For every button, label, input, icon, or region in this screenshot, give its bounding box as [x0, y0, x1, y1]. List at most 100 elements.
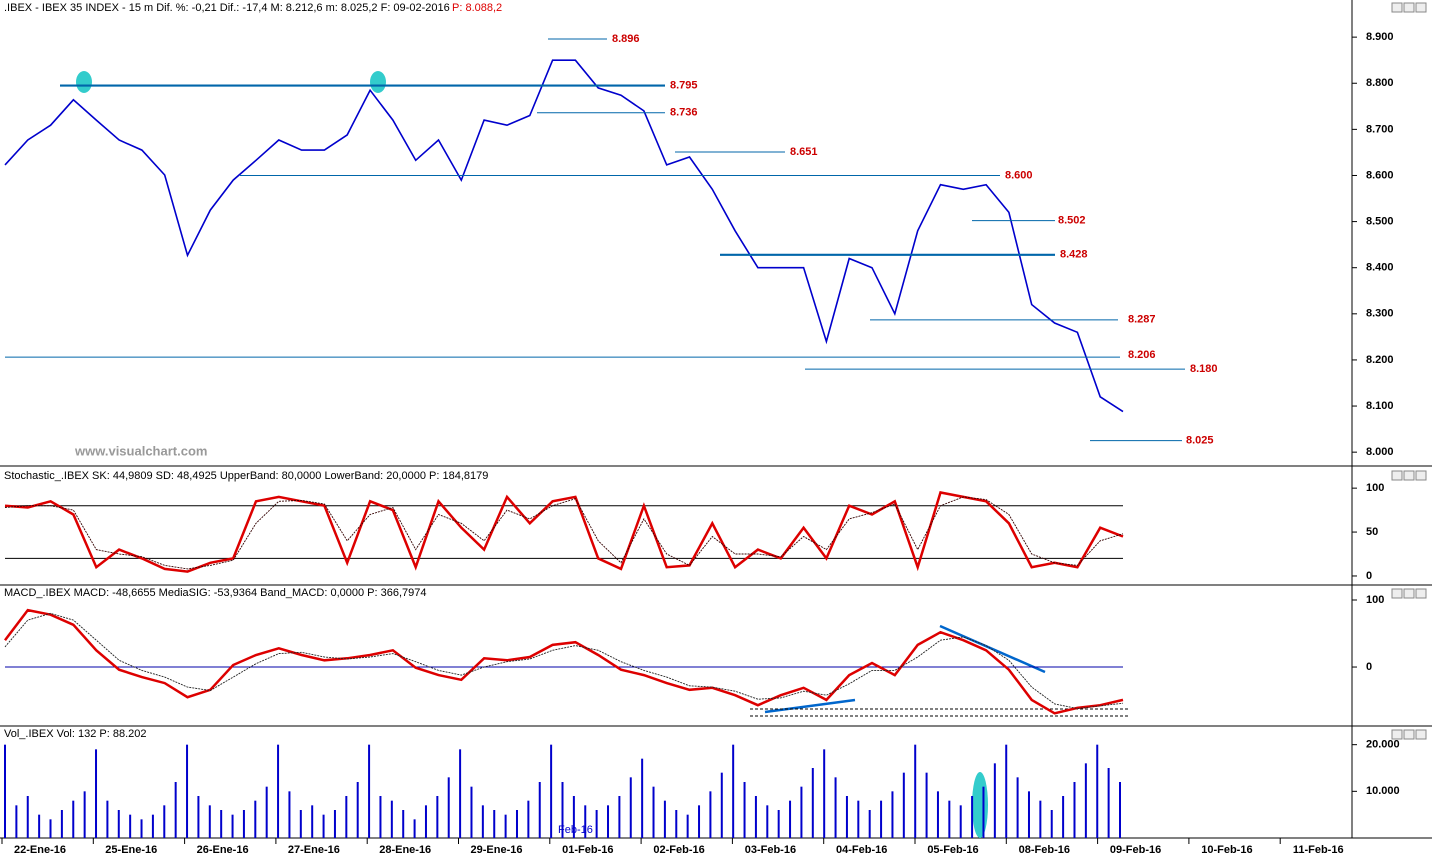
- y-tick-label: 8.500: [1366, 215, 1394, 227]
- volume-bar: [322, 814, 325, 838]
- volume-bar: [413, 819, 416, 838]
- level-label: 8.795: [670, 79, 698, 91]
- volume-bar: [1027, 791, 1030, 838]
- volume-bar: [948, 800, 951, 838]
- volume-bar: [1062, 796, 1065, 838]
- volume-bar: [880, 800, 883, 838]
- volume-bar: [675, 810, 678, 838]
- volume-bar: [208, 805, 211, 838]
- volume-bar: [789, 800, 792, 838]
- y-tick-label: 8.000: [1366, 446, 1394, 458]
- volume-bar: [186, 744, 189, 838]
- volume-bar: [902, 772, 905, 838]
- volume-bar: [777, 810, 780, 838]
- volume-bar: [686, 814, 689, 838]
- volume-bar: [527, 800, 530, 838]
- volume-bar: [60, 810, 63, 838]
- volume-bar: [1107, 768, 1110, 838]
- x-tick-label: 22-Ene-16: [14, 844, 66, 856]
- volume-bar: [390, 800, 393, 838]
- x-tick-label: 25-Ene-16: [105, 844, 157, 856]
- volume-bar: [595, 810, 598, 838]
- x-tick-label: 10-Feb-16: [1201, 844, 1252, 856]
- volume-bar: [151, 814, 154, 838]
- y-tick-label: 50: [1366, 526, 1378, 538]
- volume-bar: [607, 805, 610, 838]
- volume-bar: [117, 810, 120, 838]
- x-tick-label: 03-Feb-16: [745, 844, 796, 856]
- y-tick-label: 0: [1366, 570, 1372, 582]
- volume-bar: [436, 796, 439, 838]
- volume-bar: [356, 782, 359, 838]
- volume-bar: [299, 810, 302, 838]
- volume-bar: [38, 814, 41, 838]
- volume-bar: [652, 786, 655, 838]
- watermark: www.visualchart.com: [74, 443, 207, 458]
- price-header-last: P: 8.088,2: [452, 2, 502, 14]
- y-tick-label: 8.900: [1366, 31, 1394, 43]
- y-tick-label: 0: [1366, 661, 1372, 673]
- volume-bar: [845, 796, 848, 838]
- volume-bar: [49, 819, 52, 838]
- y-tick-label: 8.700: [1366, 123, 1394, 135]
- volume-bar: [629, 777, 632, 838]
- x-tick-label: 02-Feb-16: [653, 844, 704, 856]
- month-label: Feb-16: [558, 824, 593, 836]
- volume-bar: [174, 782, 177, 838]
- volume-bar: [106, 800, 109, 838]
- volume-bar: [561, 782, 564, 838]
- x-tick-label: 11-Feb-16: [1293, 844, 1344, 856]
- volume-bar: [743, 782, 746, 838]
- volume-bar: [402, 810, 405, 838]
- level-label: 8.600: [1005, 169, 1033, 181]
- y-tick-label: 8.800: [1366, 77, 1394, 89]
- window-buttons[interactable]: [1391, 2, 1427, 740]
- volume-bar: [993, 763, 996, 838]
- level-label: 8.025: [1186, 435, 1214, 447]
- volume-bar: [254, 800, 257, 838]
- x-tick-label: 08-Feb-16: [1019, 844, 1070, 856]
- volume-bar: [959, 805, 962, 838]
- volume-bar: [1050, 810, 1053, 838]
- volume-bar: [231, 814, 234, 838]
- volume-bar: [914, 744, 917, 838]
- volume-bar: [936, 791, 939, 838]
- series-line: [4, 496, 1124, 570]
- y-tick-label: 20.000: [1366, 739, 1400, 751]
- panel-frames: [0, 0, 1432, 839]
- y-tick-label: 100: [1366, 482, 1384, 494]
- volume-bar: [311, 805, 314, 838]
- volume-bar: [754, 796, 757, 838]
- volume-bar: [1016, 777, 1019, 838]
- volume-bar: [15, 805, 18, 838]
- volume-bar: [368, 744, 371, 838]
- volume-bar: [834, 777, 837, 838]
- volume-bar: [220, 810, 223, 838]
- level-label: 8.896: [612, 33, 640, 45]
- volume-bar: [1005, 744, 1008, 838]
- volume-bar: [550, 744, 553, 838]
- macd-header: MACD_.IBEX MACD: -48,6655 MediaSIG: -53,…: [4, 587, 427, 599]
- volume-bar: [720, 772, 723, 838]
- y-tick-label: 100: [1366, 594, 1384, 606]
- support-lines: [750, 708, 1130, 717]
- y-tick-label: 8.100: [1366, 400, 1394, 412]
- highlight: [972, 772, 988, 838]
- y-tick-label: 8.600: [1366, 169, 1394, 181]
- volume-bar: [857, 800, 860, 838]
- x-tick-label: 29-Ene-16: [471, 844, 523, 856]
- x-tick-label: 27-Ene-16: [288, 844, 340, 856]
- stoch-header: Stochastic_.IBEX SK: 44,9809 SD: 48,4925…: [4, 470, 488, 482]
- highlight: [76, 71, 92, 93]
- volume-bar: [379, 796, 382, 838]
- volume-bar: [538, 782, 541, 838]
- volume-bar: [618, 796, 621, 838]
- volume-bar: [95, 749, 98, 838]
- volume-bar: [925, 772, 928, 838]
- volume-bar: [163, 805, 166, 838]
- volume-bar: [26, 796, 29, 838]
- volume-bar: [515, 810, 518, 838]
- volume-bar: [766, 805, 769, 838]
- level-label: 8.180: [1190, 363, 1218, 375]
